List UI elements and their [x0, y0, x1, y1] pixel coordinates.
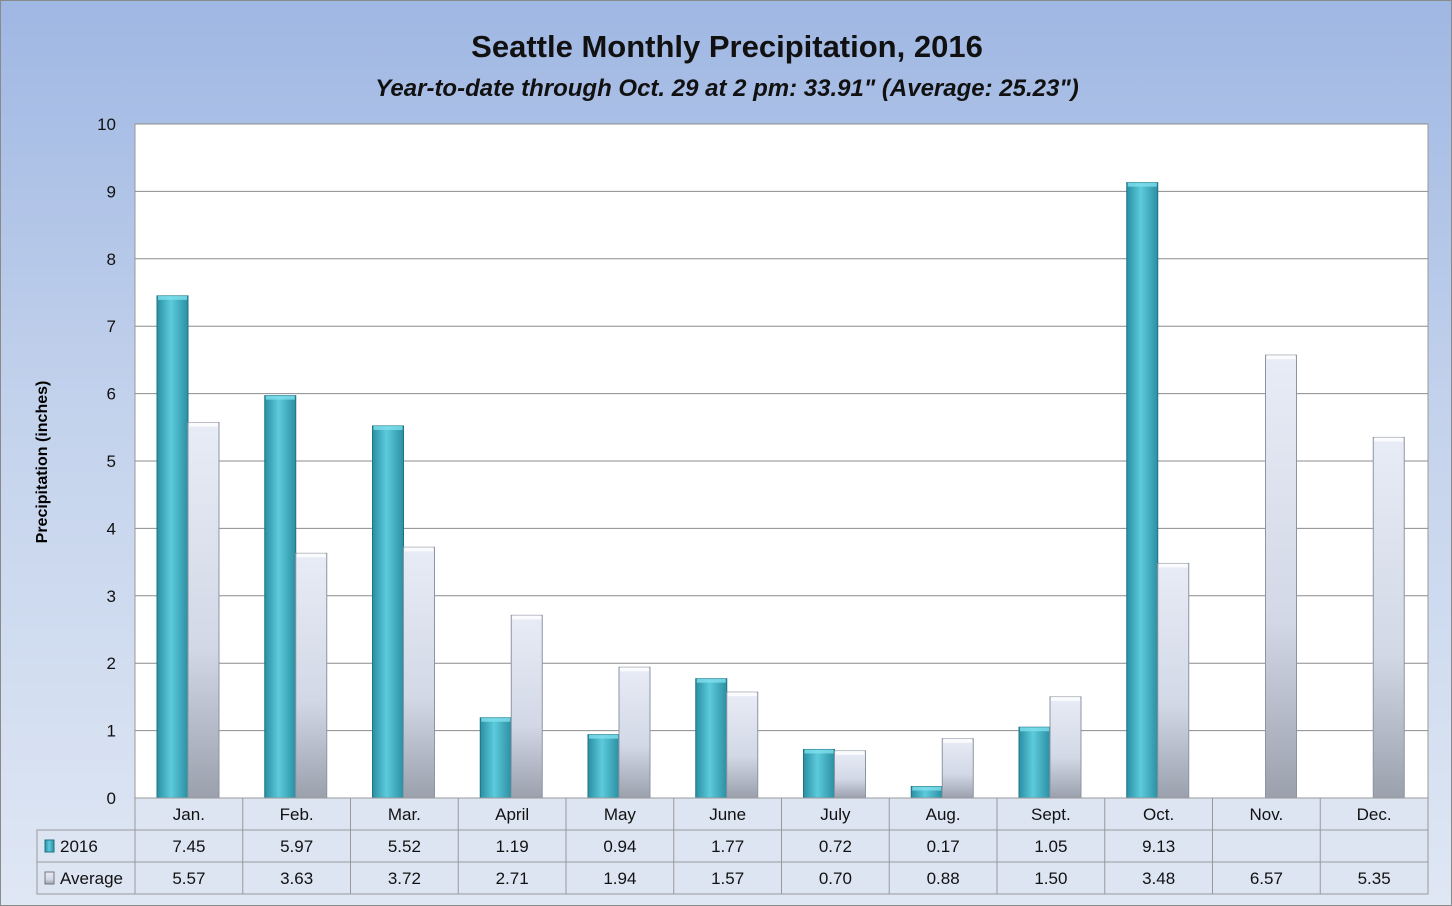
y-tick-label: 10: [97, 115, 116, 134]
x-tick-label: April: [495, 805, 529, 824]
bar-cap: [912, 786, 942, 791]
bar-cap: [1127, 182, 1157, 187]
bar-cap: [373, 425, 403, 430]
data-label: 1.94: [603, 869, 636, 888]
y-tick-label: 6: [107, 385, 116, 404]
x-tick-label: Sept.: [1031, 805, 1071, 824]
bar-cap: [1158, 563, 1188, 568]
data-label: 3.63: [280, 869, 313, 888]
bar-average-5: [726, 691, 759, 799]
data-label: 3.72: [388, 869, 421, 888]
data-label: 7.45: [172, 837, 205, 856]
bar-cap: [727, 692, 757, 697]
x-tick-label: Oct.: [1143, 805, 1174, 824]
y-tick-label: 9: [107, 182, 116, 201]
bar-cap: [296, 553, 326, 558]
data-label: 0.72: [819, 837, 852, 856]
data-label: 0.70: [819, 869, 852, 888]
data-label: 1.05: [1034, 837, 1067, 856]
bar-2016-2: [372, 425, 404, 799]
bar-average-11: [1372, 436, 1405, 799]
legend-label: Average: [60, 869, 123, 888]
bar-2016-5: [695, 678, 728, 799]
bar-average-7: [941, 738, 974, 799]
x-tick-label: Dec.: [1357, 805, 1392, 824]
y-tick-label: 2: [107, 654, 116, 673]
data-label: 5.35: [1358, 869, 1391, 888]
bar-cap: [1020, 727, 1049, 732]
x-tick-label: Nov.: [1250, 805, 1284, 824]
bar-cap: [189, 422, 218, 427]
bar-cap: [696, 678, 726, 683]
bar-average-6: [834, 750, 866, 799]
data-label: 2.71: [496, 869, 529, 888]
y-tick-label: 1: [107, 722, 116, 741]
chart-title: Seattle Monthly Precipitation, 2016: [471, 29, 983, 64]
bar-cap: [1051, 696, 1080, 701]
data-label: 5.57: [172, 869, 205, 888]
data-label: 3.48: [1142, 869, 1175, 888]
bar-average-0: [187, 422, 220, 799]
y-tick-label: 0: [107, 789, 116, 808]
bar-2016-3: [479, 717, 512, 799]
data-label: 5.97: [280, 837, 313, 856]
bar-average-9: [1157, 562, 1190, 799]
x-tick-label: Jan.: [173, 805, 205, 824]
data-label: 1.57: [711, 869, 744, 888]
y-tick-label: 8: [107, 250, 116, 269]
data-label: 0.17: [927, 837, 960, 856]
chart-subtitle: Year-to-date through Oct. 29 at 2 pm: 33…: [375, 75, 1079, 102]
bar-2016-9: [1126, 182, 1159, 799]
bar-average-2: [403, 546, 435, 799]
data-label: 1.19: [496, 837, 529, 856]
bar-2016-4: [587, 734, 620, 799]
data-label: 6.57: [1250, 869, 1283, 888]
legend-label: 2016: [60, 837, 98, 856]
data-label: 9.13: [1142, 837, 1175, 856]
bar-cap: [404, 547, 434, 552]
y-tick-label: 7: [107, 317, 116, 336]
bar-2016-8: [1018, 726, 1051, 799]
bar-cap: [481, 717, 511, 722]
table-row: [36, 829, 1429, 863]
bar-average-8: [1049, 696, 1082, 799]
bar-cap: [265, 395, 295, 400]
data-label: 0.94: [603, 837, 636, 856]
y-tick-label: 3: [107, 587, 116, 606]
data-label: 1.50: [1034, 869, 1067, 888]
x-tick-label: June: [709, 805, 746, 824]
bar-2016-0: [156, 295, 189, 799]
bar-average-3: [510, 614, 543, 799]
data-label: 0.88: [927, 869, 960, 888]
bar-cap: [512, 615, 542, 620]
x-tick-label: Aug.: [926, 805, 961, 824]
legend-swatch-2016: [44, 839, 55, 853]
bar-cap: [589, 734, 618, 739]
bar-cap: [1374, 437, 1404, 442]
x-tick-label: May: [604, 805, 637, 824]
bar-cap: [158, 295, 187, 300]
data-label: 5.52: [388, 837, 421, 856]
bar-cap: [804, 749, 834, 754]
y-tick-label: 5: [107, 452, 116, 471]
bar-average-10: [1265, 354, 1297, 799]
bar-cap: [620, 667, 649, 672]
bar-2016-6: [803, 748, 835, 799]
bar-cap: [943, 738, 973, 743]
bar-cap: [1266, 355, 1296, 360]
data-label: 1.77: [711, 837, 744, 856]
x-tick-label: Feb.: [280, 805, 314, 824]
legend-swatch-average: [44, 871, 55, 885]
x-tick-label: Mar.: [388, 805, 421, 824]
x-tick-label: July: [820, 805, 851, 824]
bar-average-1: [295, 552, 328, 799]
bar-average-4: [618, 666, 651, 799]
bar-cap: [835, 750, 865, 755]
table-row: [36, 861, 1429, 895]
bar-2016-1: [264, 395, 297, 799]
y-tick-label: 4: [107, 519, 116, 538]
